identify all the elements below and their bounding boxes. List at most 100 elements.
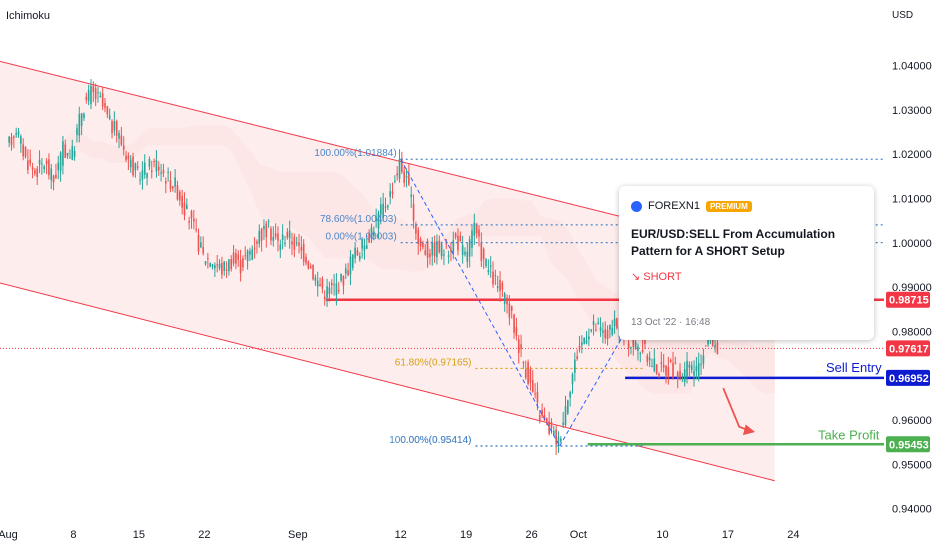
candle-body — [452, 240, 455, 254]
candle-body — [134, 163, 137, 171]
candle-body — [426, 240, 429, 258]
candle-body — [522, 362, 525, 364]
candle-body — [520, 344, 522, 349]
candle-body — [207, 258, 209, 260]
candle-body — [344, 268, 347, 274]
price-tag: 0.98715 — [886, 291, 930, 308]
candle-body — [480, 243, 483, 262]
candle-body — [686, 360, 688, 377]
price-axis: 1.04000 1.03000 1.02000 1.01000 1.00000 0.990… — [892, 60, 932, 515]
candle-body — [599, 327, 602, 331]
candle-body — [405, 175, 408, 178]
candle-body — [606, 329, 609, 339]
candle-body — [256, 241, 258, 244]
candlesticks — [8, 79, 719, 456]
projection-arrowhead — [742, 424, 756, 436]
x-tick-label: 24 — [787, 529, 799, 541]
candle-body — [370, 227, 373, 234]
candle-body — [295, 242, 298, 244]
candle-body — [604, 329, 607, 339]
candle-body — [669, 359, 672, 362]
candle-body — [468, 239, 471, 257]
candle-body — [284, 242, 286, 245]
price-tag-label: 0.95453 — [889, 439, 929, 451]
candle-body — [251, 249, 254, 260]
candle-body — [188, 221, 190, 223]
candle-body — [125, 155, 127, 160]
idea-card[interactable]: FOREXN1 PREMIUM EUR/USD:SELL From Accumu… — [619, 186, 874, 340]
author-avatar-icon — [631, 200, 642, 212]
candle-body — [225, 269, 228, 271]
candle-body — [714, 345, 716, 348]
x-tick-label: 26 — [525, 529, 537, 541]
fib-trend-line — [400, 159, 561, 447]
x-tick-label: Aug — [0, 529, 18, 541]
candle-body — [108, 115, 111, 120]
candle-body — [169, 180, 172, 189]
candle-body — [69, 157, 71, 159]
x-tick-label: Sep — [288, 529, 308, 541]
fib-level-label: 0.00%(1.00003) — [326, 232, 397, 243]
fib-level-label: 78.60%(1.00403) — [320, 214, 397, 225]
candle-body — [478, 229, 480, 237]
candle-body — [711, 338, 714, 346]
candle-body — [560, 438, 562, 442]
candle-body — [73, 150, 76, 157]
candle-body — [508, 303, 511, 318]
y-tick-label: 0.99000 — [892, 282, 932, 294]
candle-body — [106, 106, 109, 115]
candle-body — [616, 318, 618, 328]
candle-body — [209, 262, 212, 267]
candle-body — [422, 242, 424, 248]
candle-body — [660, 362, 663, 365]
candle-body — [433, 242, 436, 256]
candle-body — [513, 314, 515, 333]
candle-body — [200, 242, 202, 248]
price-tag-bg — [886, 369, 930, 386]
candle-body — [181, 195, 183, 208]
candle-body — [655, 364, 658, 374]
candle-body — [17, 131, 20, 135]
candle-body — [141, 170, 144, 180]
candle-body — [263, 226, 265, 230]
candle-body — [394, 180, 396, 182]
candle-body — [440, 243, 443, 257]
candle-body — [249, 250, 251, 255]
candle-body — [613, 318, 616, 327]
candle-body — [585, 340, 588, 344]
candle-body — [228, 259, 230, 272]
candle-body — [314, 277, 317, 281]
candle-body — [438, 240, 441, 252]
candle-body — [377, 212, 380, 229]
candle-body — [531, 379, 534, 393]
idea-title[interactable]: EUR/USD:SELL From Accumulation Pattern f… — [631, 227, 836, 258]
candle-body — [571, 374, 574, 384]
candle-body — [80, 113, 83, 126]
candle-body — [515, 327, 518, 336]
candle-body — [302, 243, 305, 262]
candle-body — [293, 236, 296, 250]
candle-body — [211, 264, 214, 267]
candle-body — [391, 191, 394, 194]
indicator-label: Ichimoku — [6, 10, 51, 22]
candle-body — [272, 237, 275, 241]
candle-body — [71, 146, 74, 160]
idea-author[interactable]: FOREXN1 — [648, 200, 700, 212]
candle-body — [118, 133, 120, 139]
candle-body — [482, 248, 485, 259]
candle-body — [651, 366, 653, 368]
candle-body — [55, 174, 57, 179]
candle-body — [662, 364, 665, 368]
candle-body — [122, 145, 125, 150]
candle-body — [429, 253, 431, 258]
candle-body — [489, 265, 492, 267]
candle-body — [475, 224, 478, 234]
candle-body — [66, 152, 69, 156]
candle-body — [590, 329, 593, 332]
price-tag: 0.97617 — [886, 340, 930, 357]
candle-body — [64, 144, 67, 158]
candle-body — [326, 286, 328, 298]
candle-body — [602, 330, 604, 333]
candle-body — [380, 204, 382, 215]
